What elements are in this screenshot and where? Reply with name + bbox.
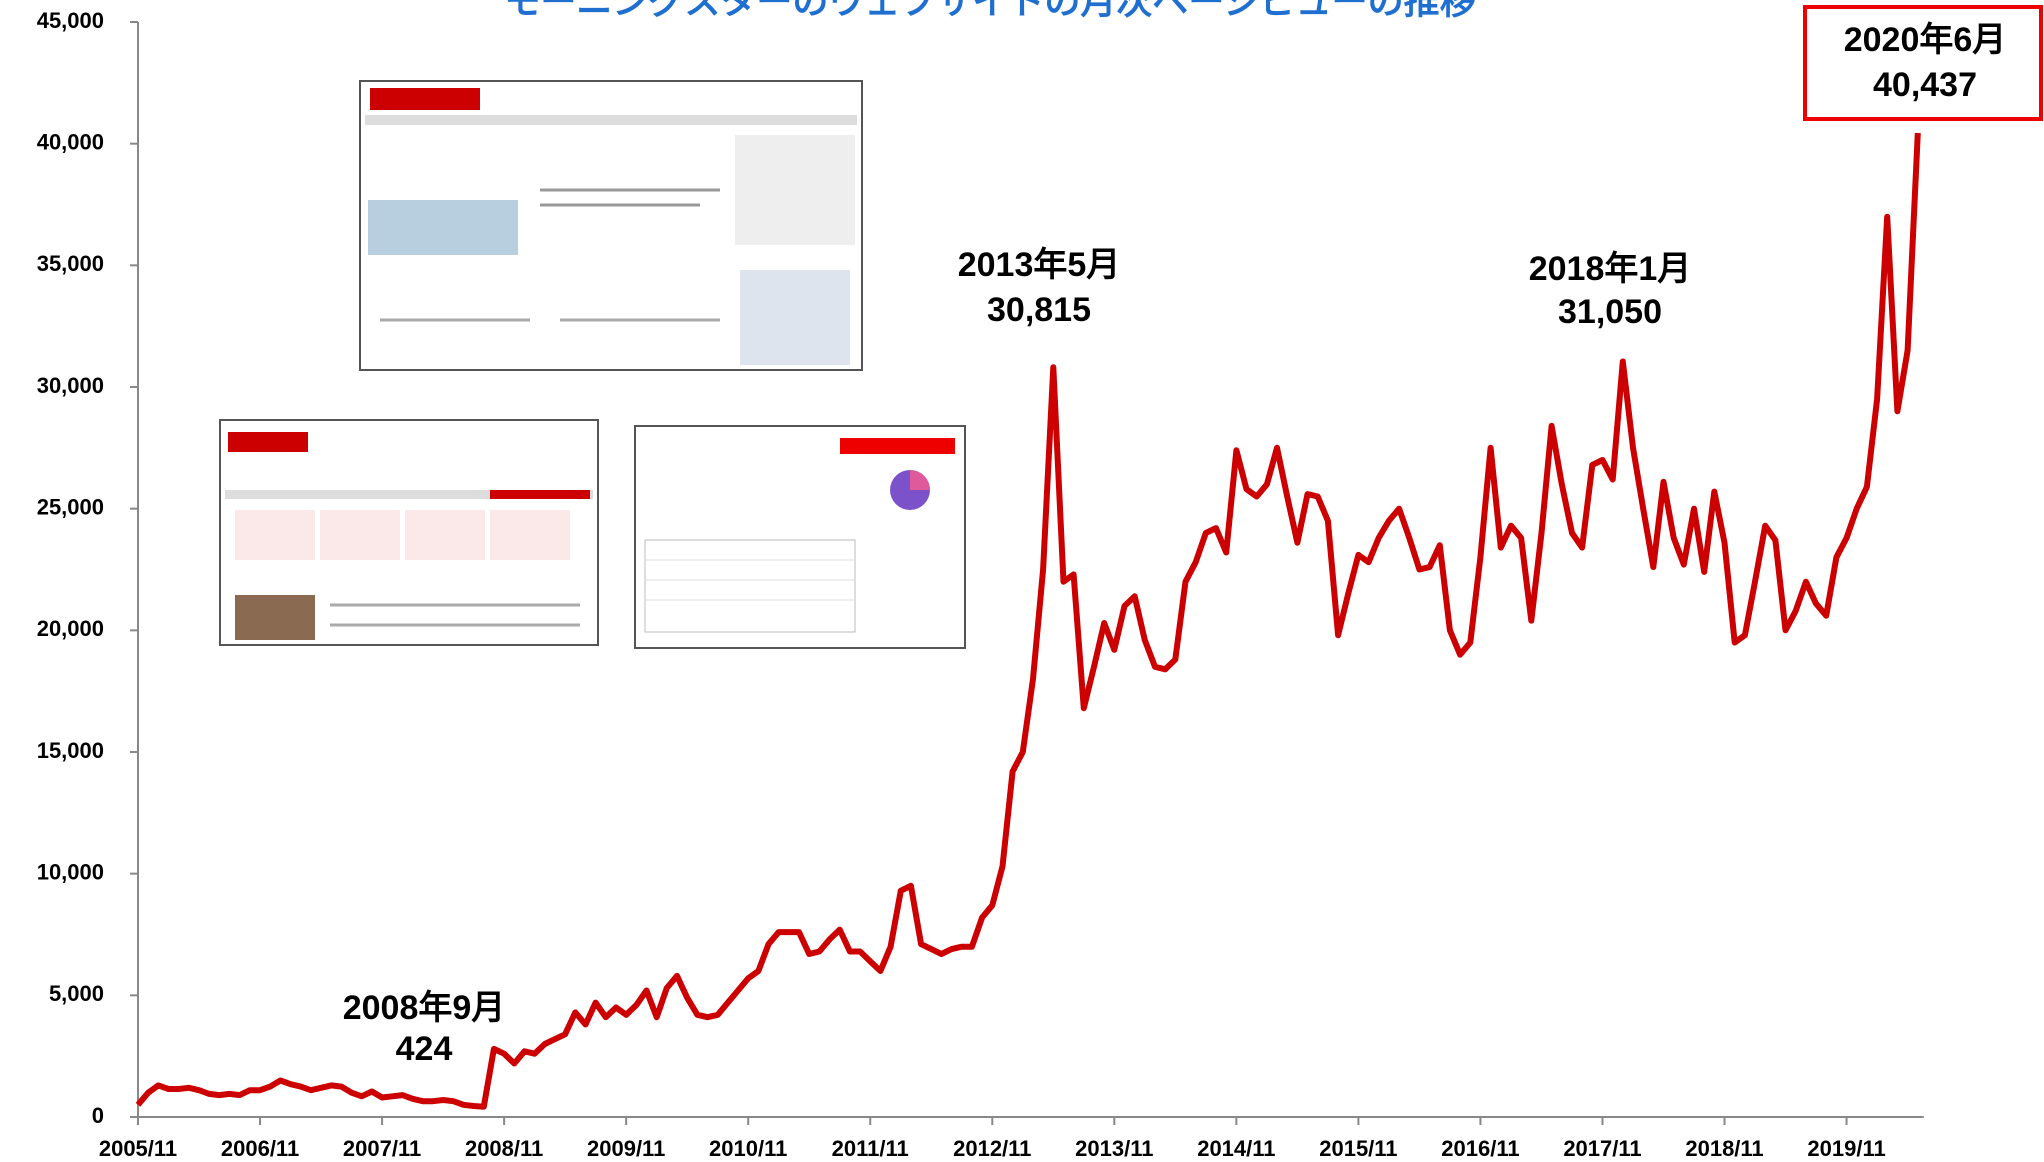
- annotation-value: 31,050: [1558, 293, 1662, 331]
- annotation-value: 40,437: [1873, 66, 1977, 104]
- x-tick-label: 2014/11: [1197, 1136, 1275, 1161]
- x-tick-label: 2013/11: [1075, 1136, 1153, 1161]
- x-tick-label: 2005/11: [99, 1136, 177, 1161]
- y-tick-label: 30,000: [37, 373, 104, 398]
- x-tick-label: 2006/11: [221, 1136, 299, 1161]
- x-tick-label: 2015/11: [1319, 1136, 1397, 1161]
- y-tick-label: 20,000: [37, 616, 104, 641]
- x-tick-label: 2018/11: [1685, 1136, 1763, 1161]
- y-tick-label: 25,000: [37, 494, 104, 519]
- x-tick-label: 2007/11: [343, 1136, 421, 1161]
- annotation-date: 2018年1月: [1529, 250, 1692, 288]
- annotation-value: 30,815: [987, 291, 1091, 329]
- x-tick-label: 2017/11: [1563, 1136, 1641, 1161]
- annotation-date: 2008年9月: [343, 989, 506, 1027]
- y-tick-label: 5,000: [49, 981, 104, 1006]
- y-tick-label: 15,000: [37, 738, 104, 763]
- data-line: [135, 132, 1921, 1110]
- y-tick-label: 45,000: [37, 8, 104, 33]
- y-tick-label: 40,000: [37, 129, 104, 154]
- y-tick-label: 0: [92, 1103, 104, 1128]
- annotation-value: 424: [396, 1030, 453, 1068]
- x-tick-label: 2019/11: [1807, 1136, 1885, 1161]
- annotation-date: 2020年6月: [1844, 21, 2007, 59]
- x-tick-label: 2010/11: [709, 1136, 787, 1161]
- y-tick-label: 35,000: [37, 251, 104, 276]
- annotation-date: 2013年5月: [958, 246, 1121, 284]
- screenshot: [359, 80, 863, 371]
- highlight-box: [1803, 5, 2043, 121]
- x-tick-label: 2012/11: [953, 1136, 1031, 1161]
- x-tick-label: 2008/11: [465, 1136, 543, 1161]
- x-tick-label: 2016/11: [1441, 1136, 1519, 1161]
- chart-title: モーニングスターのウェブサイトの月次ページビューの推移: [504, 0, 1475, 22]
- screenshot: [634, 425, 966, 649]
- x-tick-label: 2011/11: [832, 1136, 909, 1161]
- y-tick-label: 10,000: [37, 859, 104, 884]
- x-tick-label: 2009/11: [587, 1136, 665, 1161]
- screenshot: [219, 419, 599, 646]
